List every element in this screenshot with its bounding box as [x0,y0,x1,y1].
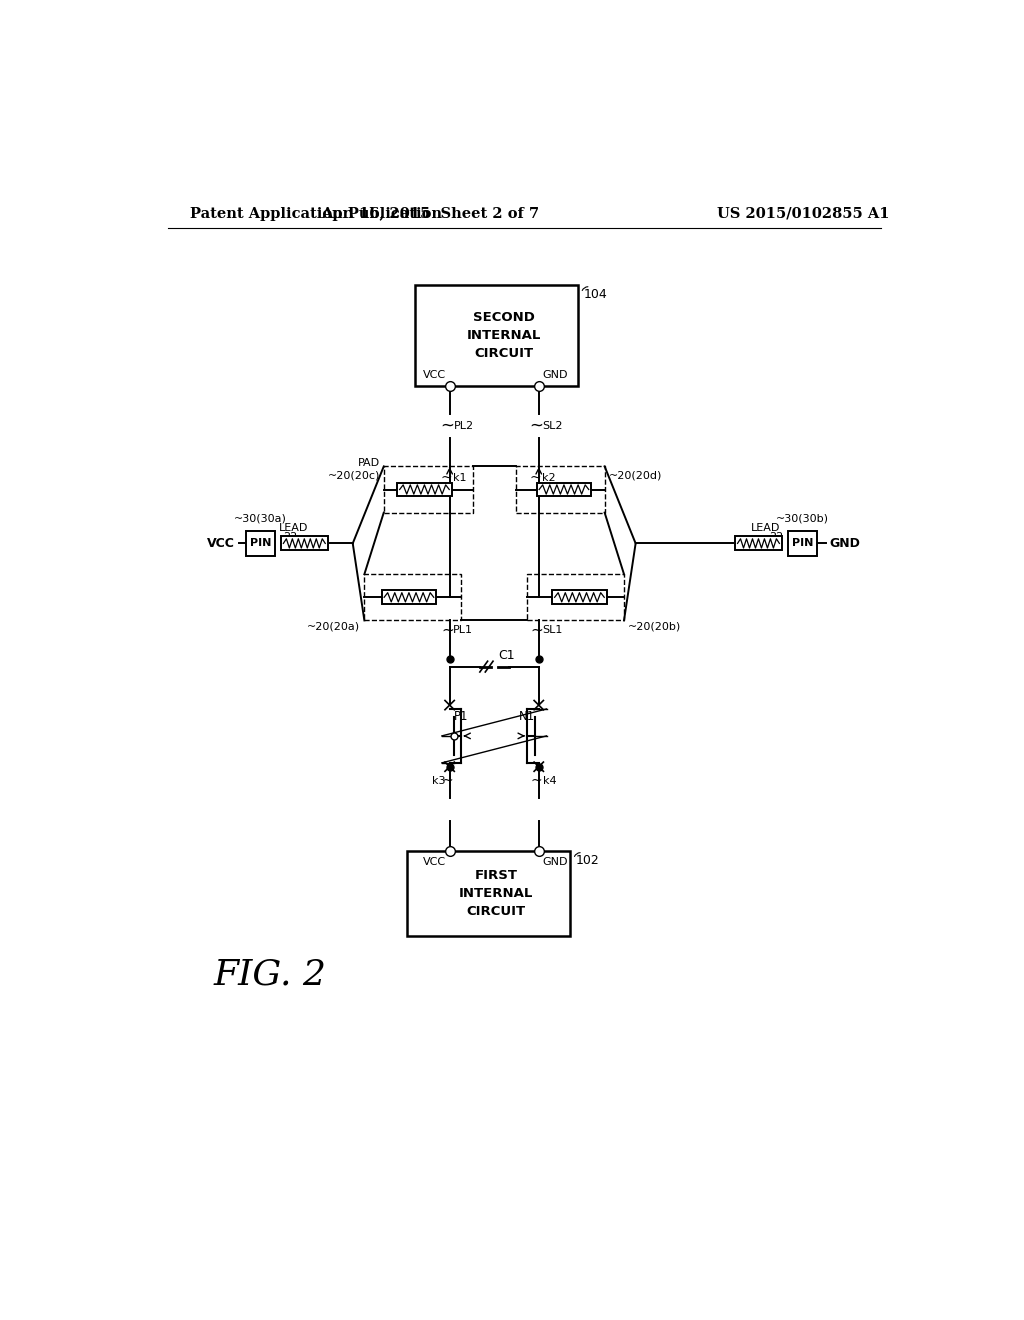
Text: k1: k1 [453,473,466,483]
Text: PIN: PIN [792,539,813,548]
Bar [365,574,461,620]
Text: k3: k3 [432,776,445,785]
Text: PL1: PL1 [453,624,473,635]
Text: ~: ~ [529,471,542,484]
Text: GND: GND [829,537,860,550]
Text: GND: GND [543,857,568,867]
Text: ~30(30a): ~30(30a) [234,513,287,524]
Text: 22: 22 [283,532,297,543]
Bar [384,466,473,512]
Text: LEAD: LEAD [751,523,779,533]
Text: P1: P1 [454,710,468,723]
Text: 104: 104 [584,288,607,301]
Text: ~: ~ [530,622,543,638]
Text: ~20(20d): ~20(20d) [608,471,662,480]
Bar [415,285,578,385]
Text: US 2015/0102855 A1: US 2015/0102855 A1 [717,207,890,220]
Text: ~20(20c): ~20(20c) [328,471,380,480]
Text: k4: k4 [543,776,556,785]
Text: 22: 22 [769,532,783,543]
Bar [787,531,817,556]
Text: ~: ~ [530,774,543,788]
Bar [515,466,604,512]
Text: FIRST
INTERNAL
CIRCUIT: FIRST INTERNAL CIRCUIT [459,870,534,919]
Text: VCC: VCC [207,537,234,550]
Text: PL2: PL2 [454,421,474,430]
Bar [552,590,606,605]
Bar [397,483,452,496]
Text: SECOND
INTERNAL
CIRCUIT: SECOND INTERNAL CIRCUIT [467,312,541,360]
Bar [281,536,328,550]
Bar [537,483,591,496]
Text: N1: N1 [518,710,535,723]
Text: k2: k2 [542,473,555,483]
Text: PAD: PAD [357,458,380,467]
Bar [246,531,275,556]
Text: ~30(30b): ~30(30b) [776,513,828,524]
Bar [527,574,624,620]
Text: ~: ~ [440,471,453,484]
Bar [735,536,781,550]
Text: FIG. 2: FIG. 2 [213,957,327,991]
Text: 102: 102 [575,854,600,867]
Bar [407,851,569,936]
Text: VCC: VCC [423,370,445,380]
Text: C1: C1 [498,648,515,661]
Text: ~: ~ [529,417,544,436]
Text: Apr. 16, 2015  Sheet 2 of 7: Apr. 16, 2015 Sheet 2 of 7 [322,207,540,220]
Text: Patent Application Publication: Patent Application Publication [190,207,442,220]
Text: SL1: SL1 [542,624,562,635]
Text: ~: ~ [441,622,454,638]
Text: VCC: VCC [423,857,445,867]
Bar [382,590,436,605]
Text: GND: GND [543,370,568,380]
Text: PIN: PIN [250,539,271,548]
Text: ~: ~ [441,774,453,788]
Text: LEAD: LEAD [280,523,308,533]
Text: ~20(20b): ~20(20b) [628,622,681,631]
Text: SL2: SL2 [543,421,563,430]
Text: ~: ~ [440,417,455,436]
Text: ~20(20a): ~20(20a) [307,622,360,631]
